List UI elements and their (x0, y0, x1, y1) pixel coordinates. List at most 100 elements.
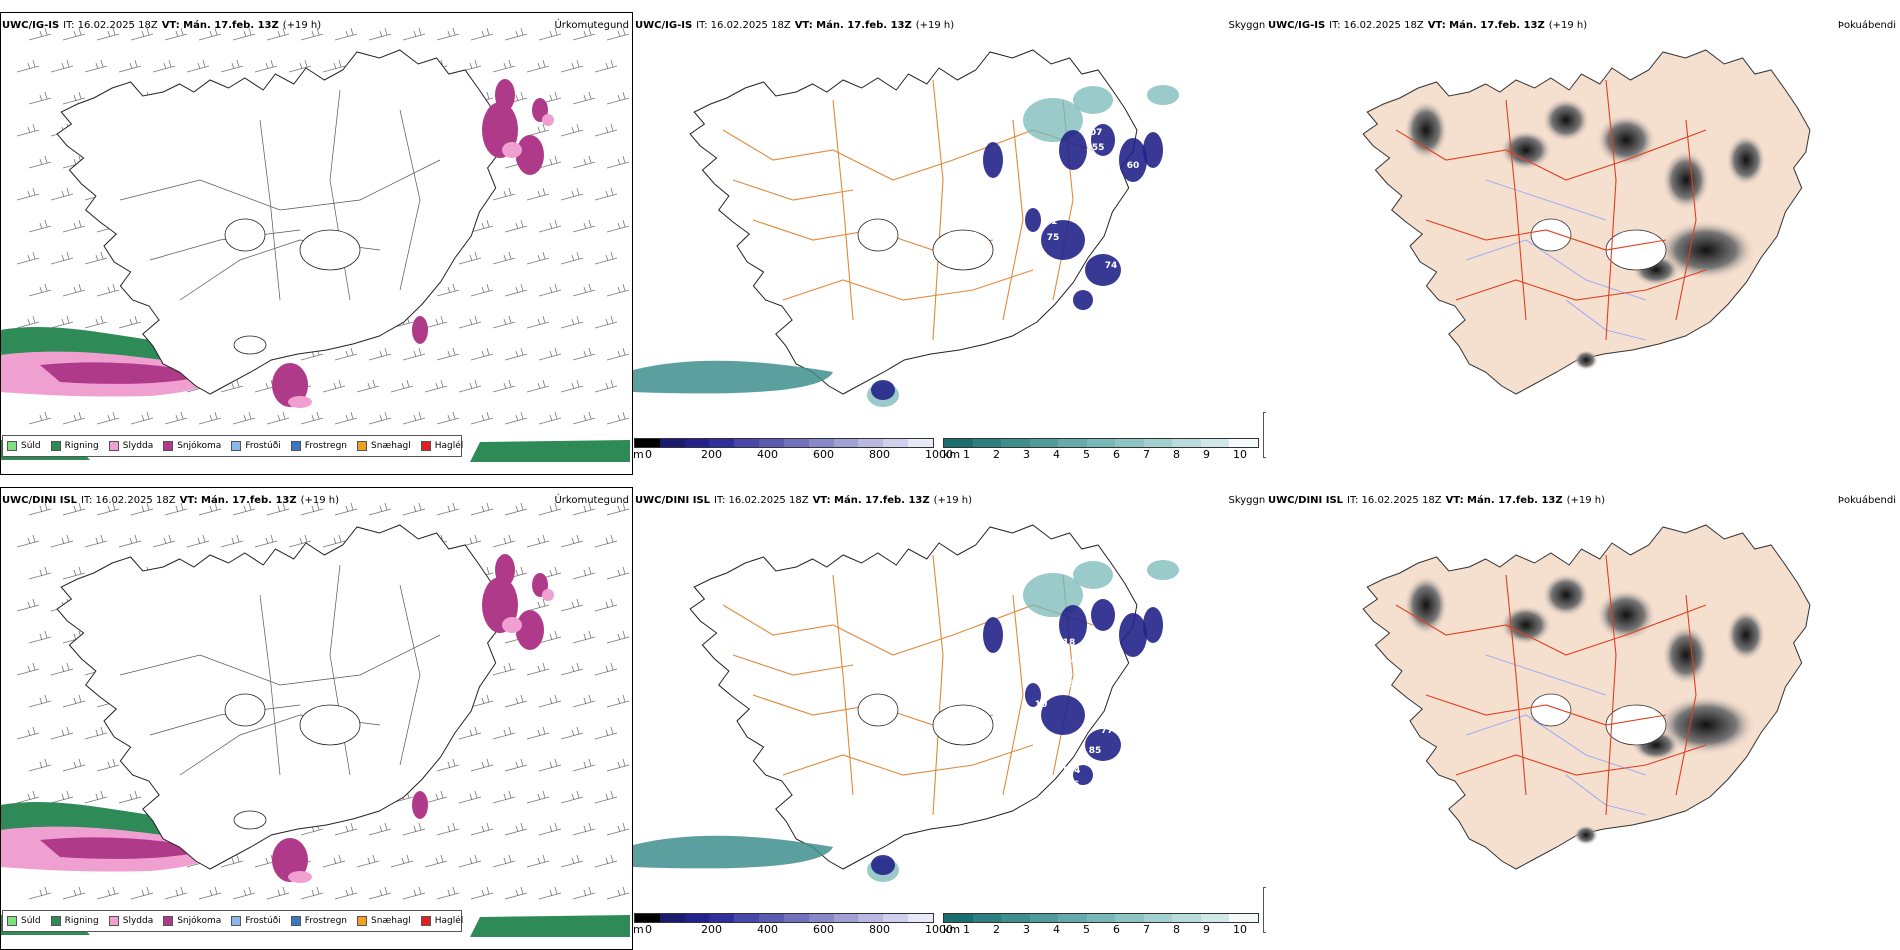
visibility-tick: 4 (1053, 448, 1060, 461)
ceiling-tick: 0 (645, 448, 652, 461)
visibility-value: 12 (1063, 309, 1076, 319)
colorbar-step (972, 914, 1002, 922)
visibility-tick: 6 (1113, 923, 1120, 936)
colorbar-step (858, 439, 884, 447)
legend-item: Slydda (108, 441, 154, 451)
legend-label: Snæhagl (371, 916, 411, 926)
valid-time: VT: Mán. 17.feb. 13Z (179, 495, 297, 506)
visibility-tick: 7 (1143, 923, 1150, 936)
panel-header: UWC/DINI ISL IT: 16.02.2025 18Z VT: Mán. 1… (635, 495, 972, 506)
visibility-scale-labels: km 1 2 3 4 5 6 7 8 9 10 (943, 923, 1259, 937)
visibility-tick: 7 (1143, 448, 1150, 461)
colorbar-step (734, 439, 760, 447)
legend-item: Frostúði (231, 441, 281, 451)
ceiling-tick: 0 (645, 923, 652, 936)
colorbar-step (858, 914, 884, 922)
visibility-value: 155 (1086, 143, 1105, 153)
legend-swatch (50, 916, 61, 926)
legend-swatch (420, 916, 431, 926)
colorbar-step (1172, 914, 1201, 922)
valid-time: VT: Mán. 17.feb. 13Z (1427, 20, 1545, 31)
colorbar-step (833, 914, 859, 922)
visibility-unit: km (943, 923, 961, 936)
panel-title-fog: Þokuábendi (1837, 495, 1896, 506)
visibility-value: 85 (1089, 746, 1102, 756)
legend-label: Slydda (122, 441, 154, 451)
iceland-coastline (56, 524, 505, 870)
land-precip-areas (272, 79, 554, 408)
model-name: UWC/DINI ISL (2, 495, 78, 506)
legend-swatch (163, 441, 174, 451)
fog-map (1362, 524, 1811, 870)
panel-header: UWC/DINI ISL IT: 16.02.2025 18Z VT: Mán. 1… (2, 495, 339, 506)
legend-item: Snæhagl (357, 916, 411, 926)
ceiling-tick: 800 (869, 923, 890, 936)
visibility-tick: 10 (1233, 923, 1247, 936)
visibility-value: 75 (1047, 233, 1060, 243)
visibility-value: 77 (1101, 726, 1114, 736)
colorbar-step (1200, 439, 1230, 447)
ceiling-tick: 400 (757, 448, 778, 461)
colorbar-step (709, 914, 735, 922)
legend-item: Snjókoma (163, 916, 221, 926)
colorbar-step (635, 439, 660, 447)
visibility-values: 13 18 41 116 10 77 85 134 16 119 828 74 (930, 638, 1114, 856)
precip-legend: Súld Rigning Slydda Snjókoma Frostúði Frostre… (2, 435, 463, 457)
lead-time: (+19 h) (1566, 495, 1606, 506)
visibility-map: 207 197 155 60 47 99 11 27 75 74 29 86 12 85 128 (633, 49, 1179, 407)
legend-item: Haglél (420, 916, 463, 926)
lead-time: (+19 h) (933, 495, 973, 506)
fog-legend: 060 (1263, 887, 1266, 933)
visibility-tick: 5 (1083, 923, 1090, 936)
lead-time: (+19 h) (282, 20, 322, 31)
visibility-value: 86 (1093, 293, 1106, 303)
ceiling-tick: 400 (757, 923, 778, 936)
init-time: IT: 16.02.2025 18Z (1347, 495, 1442, 506)
model-name: UWC/IG-IS (2, 20, 60, 31)
legend-label: Snjókoma (177, 916, 222, 926)
colorbar-step (1143, 914, 1173, 922)
colorbar-step (635, 914, 660, 922)
valid-time: VT: Mán. 17.feb. 13Z (794, 20, 912, 31)
colorbar-step (833, 439, 859, 447)
fog-panel: UWC/IG-IS IT: 16.02.2025 18Z VT: Mán. 17.f… (1266, 0, 1900, 475)
legend-item: Haglél (420, 441, 463, 451)
model-name: UWC/DINI ISL (1268, 495, 1344, 506)
valid-time: VT: Mán. 17.feb. 13Z (1445, 495, 1563, 506)
legend-item: Súld (7, 916, 41, 926)
panel-frame (0, 487, 633, 950)
visibility-value: 74 (939, 846, 952, 856)
visibility-tick: 4 (1053, 923, 1060, 936)
legend-item: Snæhagl (357, 441, 411, 451)
visibility-tick: 9 (1203, 923, 1210, 936)
ceiling-colorbar (634, 913, 934, 923)
iceland-coastline (689, 49, 1138, 395)
panel-title-precip: Úrkomutegund (554, 495, 629, 506)
visibility-tick: 9 (1203, 448, 1210, 461)
colorbar-step (972, 439, 1002, 447)
panel-frame (0, 12, 633, 475)
colorbar-step (659, 439, 685, 447)
legend-swatch (50, 441, 61, 451)
ceiling-colorbar (634, 438, 934, 448)
visibility-value: 13 (1005, 650, 1018, 660)
river-lines (1465, 654, 1647, 816)
init-time: IT: 16.02.2025 18Z (63, 20, 158, 31)
panel-title-fog: Þokuábendi (1837, 20, 1896, 31)
ceiling-tick: 200 (701, 448, 722, 461)
panel-header: UWC/IG-IS IT: 16.02.2025 18Z VT: Mán. 17.f… (635, 20, 954, 31)
iceland-land (1362, 49, 1811, 395)
legend-label: Frostúði (245, 441, 281, 451)
legend-label: Frostregn (304, 916, 348, 926)
visibility-value: 29 (1037, 275, 1050, 285)
panel-title-precip: Úrkomutegund (554, 20, 629, 31)
fog-areas (1404, 98, 1766, 370)
visibility-colorbar (943, 438, 1259, 448)
visibility-value: 74 (1105, 261, 1118, 271)
panel-header: UWC/IG-IS IT: 16.02.2025 18Z VT: Mán. 17.f… (1268, 20, 1587, 31)
visibility-value: 10 (1035, 700, 1048, 710)
iceland-coastline (56, 49, 505, 395)
legend-label: Frostregn (304, 441, 348, 451)
model-name: UWC/IG-IS (1268, 20, 1326, 31)
visibility-map: 13 18 41 116 10 77 85 134 16 119 828 74 (633, 524, 1179, 882)
